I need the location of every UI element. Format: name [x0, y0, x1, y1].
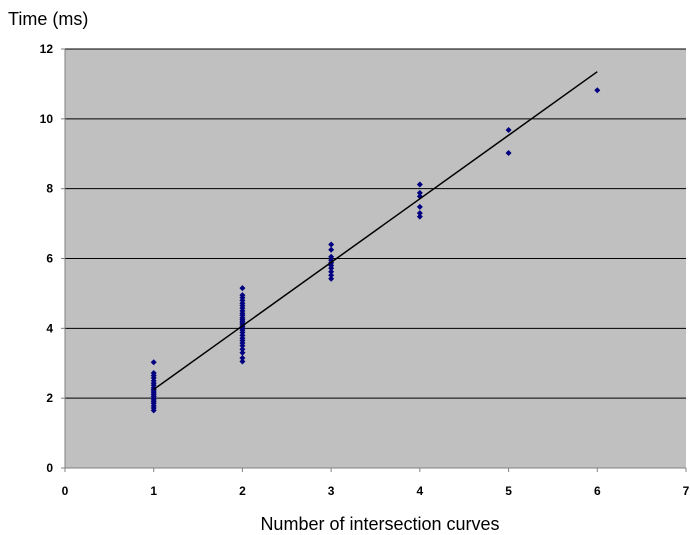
x-tick-label: 6: [594, 484, 601, 498]
data-point: [416, 203, 423, 210]
y-tick-label: 10: [40, 112, 54, 126]
data-point: [416, 189, 423, 196]
data-point: [328, 265, 335, 272]
data-point: [328, 275, 335, 282]
data-point: [150, 359, 157, 366]
x-tick-label: 7: [683, 484, 690, 498]
data-point: [594, 87, 601, 94]
data-point: [328, 268, 335, 275]
x-tick-label: 0: [62, 484, 69, 498]
gridlines: [65, 48, 686, 399]
y-tick-label: 8: [46, 182, 53, 196]
axes: [61, 48, 687, 472]
y-tick-label: 0: [46, 461, 53, 475]
data-point: [328, 246, 335, 253]
y-tick-label: 12: [40, 42, 54, 56]
x-tick-label: 2: [239, 484, 246, 498]
x-tick-label: 4: [417, 484, 424, 498]
trendline: [153, 71, 598, 391]
y-tick-label: 2: [46, 391, 53, 405]
x-tick-label: 1: [150, 484, 157, 498]
trendline-group: [153, 71, 598, 391]
data-point: [505, 127, 512, 134]
data-point: [239, 346, 246, 353]
x-tick-label: 5: [505, 484, 512, 498]
data-point: [239, 342, 246, 349]
data-point: [416, 181, 423, 188]
data-point: [150, 407, 157, 414]
data-point: [505, 150, 512, 157]
data-point: [328, 253, 335, 260]
data-point: [416, 213, 423, 220]
y-axis-title: Time (ms): [8, 9, 88, 29]
y-tick-label: 6: [46, 252, 53, 266]
data-point: [239, 349, 246, 356]
data-point: [328, 272, 335, 279]
data-point: [239, 358, 246, 365]
y-tick-label: 4: [46, 321, 53, 335]
x-tick-label: 3: [328, 484, 335, 498]
data-point: [416, 210, 423, 217]
data-point: [328, 241, 335, 248]
data-point: [239, 355, 246, 362]
data-point: [239, 285, 246, 292]
x-axis-title: Number of intersection curves: [260, 514, 499, 534]
